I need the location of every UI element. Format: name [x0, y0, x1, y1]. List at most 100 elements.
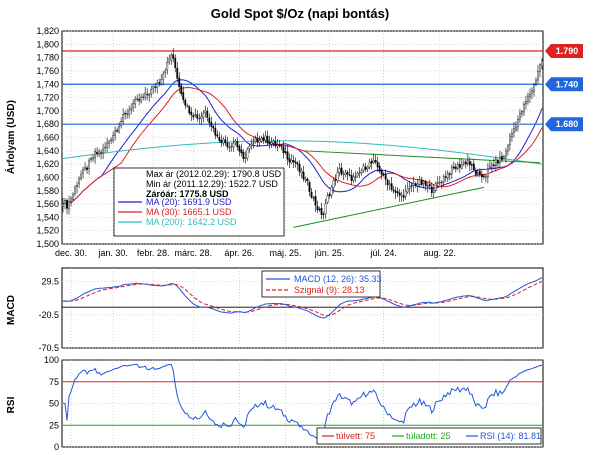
- candle-body: [384, 174, 387, 180]
- price-ytick-label: 1,540: [36, 212, 59, 222]
- candle-body: [474, 170, 477, 175]
- price-ytick-label: 1,760: [36, 66, 59, 76]
- candle-body: [316, 206, 319, 211]
- candle-body: [148, 94, 151, 97]
- candle-body: [292, 160, 295, 162]
- candle-body: [418, 179, 421, 185]
- rsi-ytick-label: 75: [49, 377, 59, 387]
- candle-body: [280, 145, 283, 147]
- candle-body: [488, 166, 491, 169]
- candle-body: [128, 109, 131, 115]
- info-box-frame: [113, 167, 285, 237]
- candle-body: [68, 201, 70, 210]
- candle-body: [140, 96, 143, 102]
- candle-body: [376, 161, 379, 168]
- candle-body: [294, 161, 297, 164]
- candle-body: [336, 171, 339, 182]
- candle-body: [312, 197, 315, 199]
- rsi-ytick-label: 50: [49, 399, 59, 409]
- candle-body: [344, 172, 347, 176]
- rsi-legend: túlvett: 75 túladott: 25 RSI (14): 81.81: [316, 427, 542, 445]
- candle-body: [521, 111, 523, 114]
- info-line: Záróár: 1775.8 USD: [146, 189, 229, 199]
- candle-body: [78, 178, 80, 185]
- candle-body: [142, 96, 145, 98]
- macd-ylabel: MACD: [6, 295, 17, 325]
- candle-body: [164, 70, 167, 73]
- candle-body: [529, 94, 531, 97]
- candle-body: [182, 92, 185, 100]
- candle-body: [340, 167, 343, 175]
- candle-body: [527, 95, 529, 102]
- info-line: Min ár (2011.12.29): 1522.7 USD: [146, 179, 278, 189]
- candle-body: [342, 173, 345, 175]
- price-ytick-label: 1,600: [36, 172, 59, 182]
- candle-body: [300, 170, 303, 173]
- candle-body: [320, 208, 323, 215]
- rsi-legend-frame: [316, 427, 542, 445]
- candle-body: [430, 186, 433, 193]
- candle-body: [515, 126, 517, 131]
- candle-body: [250, 143, 253, 146]
- candle-body: [286, 151, 289, 160]
- candle-body: [438, 181, 441, 184]
- candle-body: [268, 141, 271, 144]
- candle-body: [158, 82, 161, 84]
- candle-body: [386, 179, 389, 185]
- candle-body: [436, 182, 439, 184]
- candle-body: [102, 148, 104, 154]
- candle-body: [254, 138, 257, 142]
- candle-body: [368, 162, 371, 168]
- legend-label: túladott: 25: [406, 431, 451, 441]
- candle-body: [92, 157, 94, 160]
- candle-body: [108, 141, 110, 144]
- price-ytick-label: 1,680: [36, 119, 59, 129]
- candle-body: [144, 92, 147, 98]
- candle-body: [326, 195, 329, 203]
- rsi-line: [63, 363, 543, 439]
- candle-body: [84, 167, 86, 170]
- legend-label: MACD (12, 26): 35.33: [294, 274, 382, 284]
- candle-body: [154, 86, 157, 88]
- candle-body: [272, 140, 275, 144]
- candle-body: [310, 191, 313, 198]
- price-ylabel: Árfolyam (USD): [4, 100, 17, 174]
- candle-body: [224, 139, 227, 144]
- candle-body: [284, 151, 287, 153]
- candle-body: [428, 184, 431, 187]
- candle-body: [114, 130, 117, 136]
- candle-body: [206, 111, 209, 118]
- candle-body: [218, 137, 221, 141]
- candle-body: [274, 141, 277, 146]
- candle-body: [304, 178, 307, 181]
- candle-body: [256, 137, 259, 143]
- candle-body: [460, 164, 463, 169]
- price-ytick-label: 1,780: [36, 53, 59, 63]
- candle-body: [456, 164, 459, 169]
- candle-body: [188, 106, 191, 114]
- candle-body: [196, 114, 199, 119]
- candle-body: [396, 191, 399, 194]
- candle-body: [370, 160, 373, 164]
- candle-body: [222, 139, 225, 144]
- candle-body: [240, 149, 243, 154]
- level-badge: [545, 117, 583, 132]
- price-xtick-label: aug. 22.: [424, 248, 457, 258]
- price-ytick-label: 1,580: [36, 186, 59, 196]
- candle-body: [511, 133, 513, 137]
- candle-body: [450, 167, 453, 175]
- candle-body: [328, 194, 331, 196]
- candle-body: [204, 110, 207, 114]
- level-badge: [545, 77, 583, 92]
- ma200-line: [62, 140, 543, 165]
- candle-body: [118, 126, 121, 133]
- candle-body: [96, 152, 98, 154]
- candle-body: [482, 175, 485, 177]
- price-ytick-label: 1,800: [36, 39, 59, 49]
- candle-body: [130, 108, 133, 110]
- candle-body: [260, 137, 263, 142]
- candle-body: [146, 93, 149, 96]
- candle-body: [507, 145, 509, 152]
- candle-body: [248, 145, 251, 149]
